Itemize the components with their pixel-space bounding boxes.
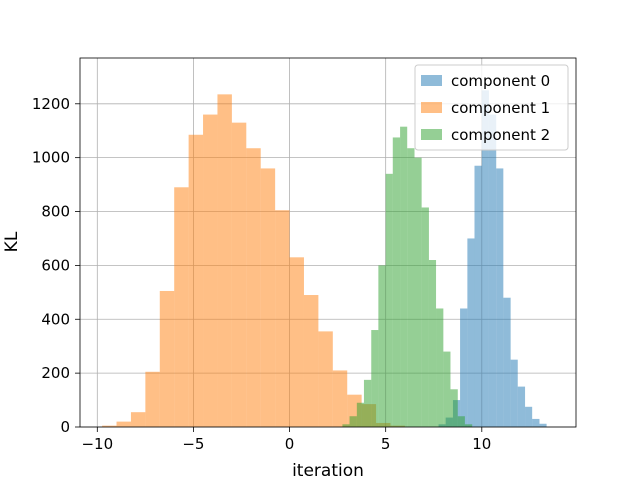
tick-labels: −10 −5 0 5 10 0 200 400 600 800 1000 1200 (32, 95, 492, 453)
histogram-bar (457, 416, 465, 427)
histogram-bars (102, 90, 547, 428)
histogram-bar (231, 122, 247, 427)
histogram-bar (371, 330, 379, 427)
histogram-bar (450, 389, 458, 427)
histogram-bar (275, 210, 290, 427)
histogram-bar (392, 137, 401, 427)
legend: component 0 component 1 component 2 (414, 64, 569, 151)
histogram-bar (488, 114, 497, 427)
legend-swatch (421, 75, 442, 86)
x-axis-label: iteration (292, 461, 364, 480)
histogram-bar (102, 425, 117, 427)
x-tick-label: 10 (472, 435, 491, 453)
y-tick-label: 200 (41, 364, 70, 382)
histogram-bar (116, 421, 131, 427)
histogram-bar (203, 114, 218, 427)
legend-label: component 1 (451, 99, 550, 117)
histogram-bar (289, 257, 304, 427)
histogram-bar (481, 90, 489, 427)
histogram-bar (145, 371, 160, 427)
y-tick-label: 800 (41, 203, 70, 221)
series-1-bars (102, 94, 405, 428)
histogram-bar (443, 351, 451, 427)
histogram-bar (503, 297, 511, 427)
histogram-bar (496, 168, 504, 427)
axes (75, 57, 577, 432)
legend-label: component 0 (451, 72, 550, 90)
histogram-bar (467, 238, 475, 427)
histogram-bar (159, 290, 175, 427)
histogram-bar (217, 94, 232, 427)
histogram-bar (363, 379, 372, 427)
x-tick-label: −10 (81, 435, 113, 453)
histogram-bar (532, 418, 540, 427)
histogram-bar (303, 295, 319, 427)
histogram-bar (378, 265, 386, 427)
legend-box (414, 64, 569, 151)
y-tick-label: 400 (41, 310, 70, 328)
histogram-bar (246, 148, 261, 427)
legend-label: component 2 (451, 126, 550, 144)
histogram-bar (332, 370, 348, 427)
histogram-bar (436, 308, 444, 427)
y-tick-label: 0 (60, 418, 70, 436)
series-2-bars (342, 126, 473, 428)
histogram-bar (318, 331, 333, 427)
histogram-bar (464, 424, 473, 427)
x-tick-label: 5 (381, 435, 391, 453)
legend-swatch (421, 102, 442, 113)
histogram-bar (517, 386, 526, 427)
legend-swatch (421, 129, 442, 140)
histogram-bar (474, 165, 482, 427)
y-axis-label: KL (2, 231, 22, 252)
histogram-bar (539, 423, 547, 427)
histogram-bar (407, 148, 415, 427)
y-tick-label: 1200 (32, 95, 70, 113)
histogram-bar (342, 424, 350, 427)
histogram-bar (385, 173, 393, 427)
histogram-bar (130, 412, 146, 427)
histogram-bar (260, 168, 276, 427)
histogram-bar (428, 260, 437, 427)
histogram-bar (414, 157, 422, 428)
histogram-bar (525, 406, 533, 427)
histogram-bar (349, 416, 357, 427)
y-tick-label: 1000 (32, 149, 70, 167)
y-tick-label: 600 (41, 256, 70, 274)
histogram-bar (400, 126, 408, 427)
histogram-bar (356, 402, 364, 427)
x-tick-label: 0 (285, 435, 295, 453)
histogram-bar (421, 207, 429, 427)
plot-frame (79, 57, 577, 428)
x-tick-label: −5 (182, 435, 204, 453)
histogram-bar (174, 187, 189, 427)
histogram-bar (188, 134, 204, 428)
histogram-bar (510, 359, 518, 427)
histogram-bar (460, 308, 468, 427)
